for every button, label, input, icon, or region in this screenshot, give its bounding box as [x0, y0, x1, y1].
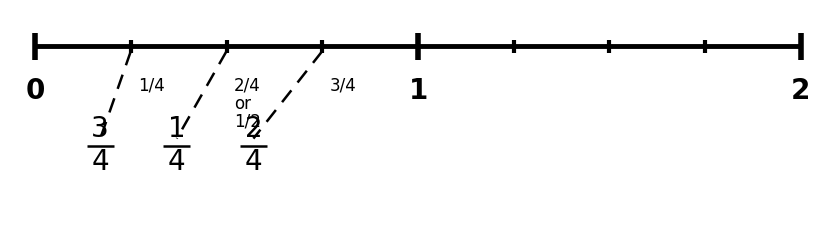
Text: 1/4: 1/4 — [139, 77, 166, 94]
Text: 2: 2 — [791, 77, 811, 105]
Text: 4: 4 — [91, 148, 109, 176]
Text: 4: 4 — [245, 148, 263, 176]
Text: 4: 4 — [168, 148, 186, 176]
Text: 1: 1 — [168, 115, 186, 143]
Text: 3/4: 3/4 — [330, 77, 357, 94]
Text: 3: 3 — [91, 115, 110, 143]
Text: 0: 0 — [25, 77, 45, 105]
Text: 2: 2 — [245, 115, 263, 143]
Text: 2/4
or
1/2: 2/4 or 1/2 — [234, 77, 261, 131]
Text: 1: 1 — [408, 77, 428, 105]
